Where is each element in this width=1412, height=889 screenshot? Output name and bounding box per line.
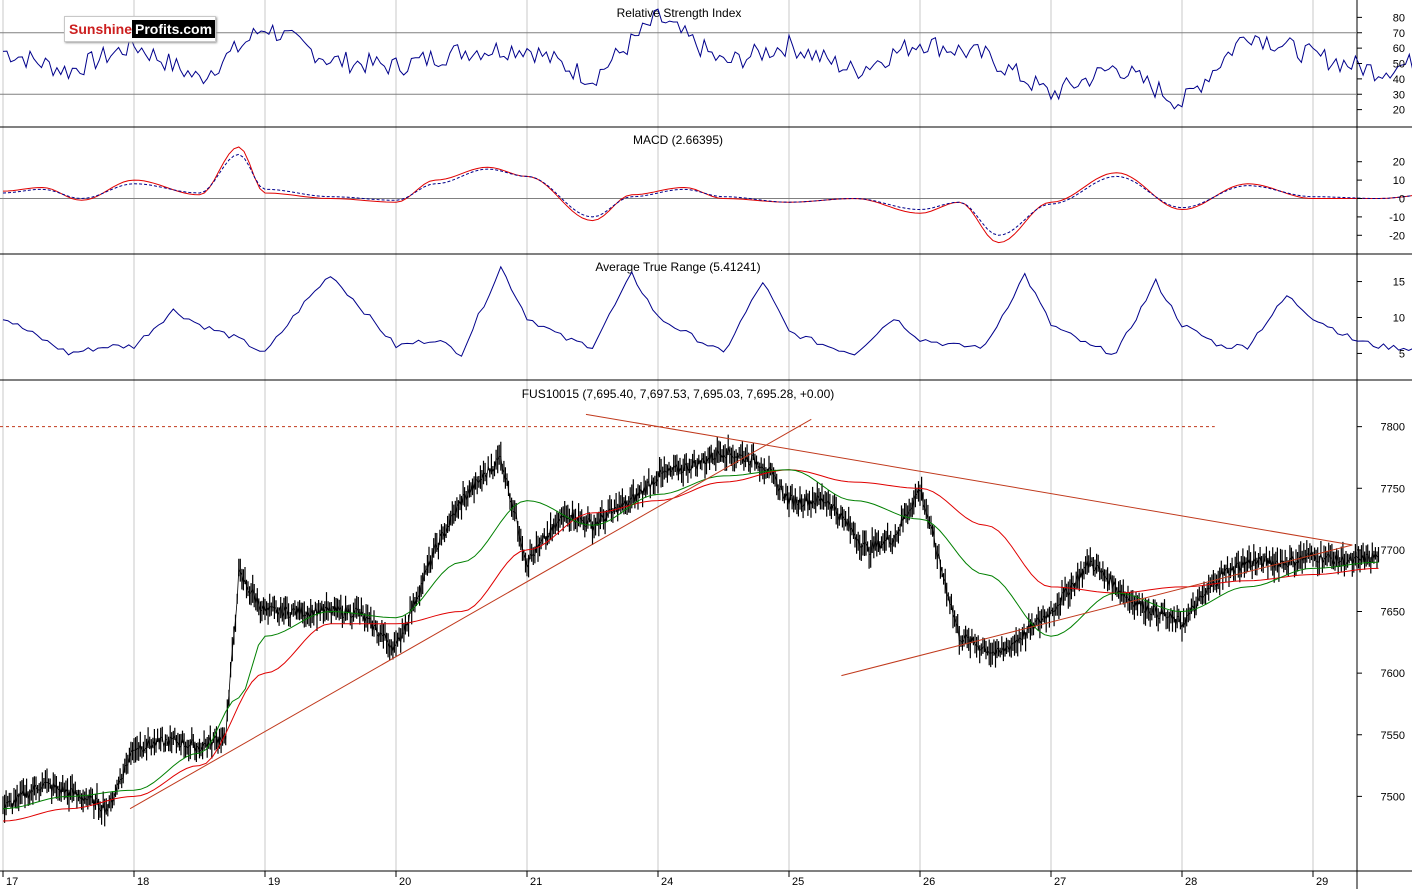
sunshine-profits-logo: Sunshine Profits.com bbox=[64, 16, 216, 42]
x-axis-ticks: 17 18 19 20 21 24 25 26 27 28 29 bbox=[2, 871, 1328, 888]
y-tick-label: 0 bbox=[1399, 194, 1405, 206]
triangle-support-trendline bbox=[841, 544, 1353, 677]
ma-fast-line bbox=[2, 469, 1379, 810]
x-tick-label: 25 bbox=[792, 876, 804, 888]
y-tick-label: 60 bbox=[1393, 43, 1405, 55]
rsi-title: Relative Strength Index bbox=[617, 6, 742, 20]
y-tick-label: 7550 bbox=[1381, 730, 1405, 742]
atr-line bbox=[2, 265, 1412, 357]
y-tick-label: 10 bbox=[1393, 313, 1405, 325]
y-tick-label: -10 bbox=[1389, 212, 1405, 224]
y-tick-label: 80 bbox=[1393, 12, 1405, 24]
x-tick-label: 20 bbox=[399, 876, 411, 888]
logo-part-1: Sunshine bbox=[69, 21, 133, 37]
x-tick-label: 17 bbox=[6, 876, 18, 888]
y-tick-label: 7500 bbox=[1381, 791, 1405, 803]
rsi-line bbox=[2, 8, 1412, 110]
chart-marks bbox=[0, 8, 1412, 827]
atr-title: Average True Range (5.41241) bbox=[595, 260, 760, 274]
x-tick-label: 24 bbox=[661, 876, 673, 888]
rising-support-trendline bbox=[129, 418, 812, 810]
price-line bbox=[2, 446, 1379, 814]
logo-part-2: Profits.com bbox=[132, 20, 216, 38]
y-tick-label: 70 bbox=[1393, 28, 1405, 40]
x-tick-label: 19 bbox=[268, 876, 280, 888]
grid-lines bbox=[2, 0, 1314, 871]
y-tick-label: -20 bbox=[1389, 230, 1405, 242]
y-tick-label: 10 bbox=[1393, 175, 1405, 187]
y-tick-label: 7600 bbox=[1381, 668, 1405, 680]
macd-signal-line bbox=[2, 153, 1412, 236]
y-tick-label: 7750 bbox=[1381, 483, 1405, 495]
x-tick-label: 21 bbox=[530, 876, 542, 888]
y-tick-label: 40 bbox=[1393, 74, 1405, 86]
x-tick-label: 18 bbox=[137, 876, 149, 888]
y-tick-label: 7700 bbox=[1381, 545, 1405, 557]
x-tick-label: 27 bbox=[1054, 876, 1066, 888]
y-tick-label: 15 bbox=[1393, 277, 1405, 289]
ma-slow-line bbox=[2, 469, 1379, 822]
y-tick-label: 20 bbox=[1393, 105, 1405, 117]
y-tick-label: 50 bbox=[1393, 59, 1405, 71]
y-tick-label: 5 bbox=[1399, 348, 1405, 360]
y-axis-ticks: 80 70 60 50 40 30 20 20 10 0 -10 -20 15 10 5 7800 7750 77… bbox=[1357, 12, 1405, 803]
x-tick-label: 29 bbox=[1316, 876, 1328, 888]
y-tick-label: 20 bbox=[1393, 157, 1405, 169]
y-tick-label: 30 bbox=[1393, 89, 1405, 101]
macd-title: MACD (2.66395) bbox=[633, 133, 723, 147]
x-tick-label: 28 bbox=[1185, 876, 1197, 888]
y-tick-label: 7650 bbox=[1381, 607, 1405, 619]
y-tick-label: 7800 bbox=[1381, 422, 1405, 434]
descending-resistance-trendline bbox=[585, 413, 1353, 546]
price-title: FUS10015 (7,695.40, 7,697.53, 7,695.03, … bbox=[522, 387, 835, 401]
x-tick-label: 26 bbox=[923, 876, 935, 888]
